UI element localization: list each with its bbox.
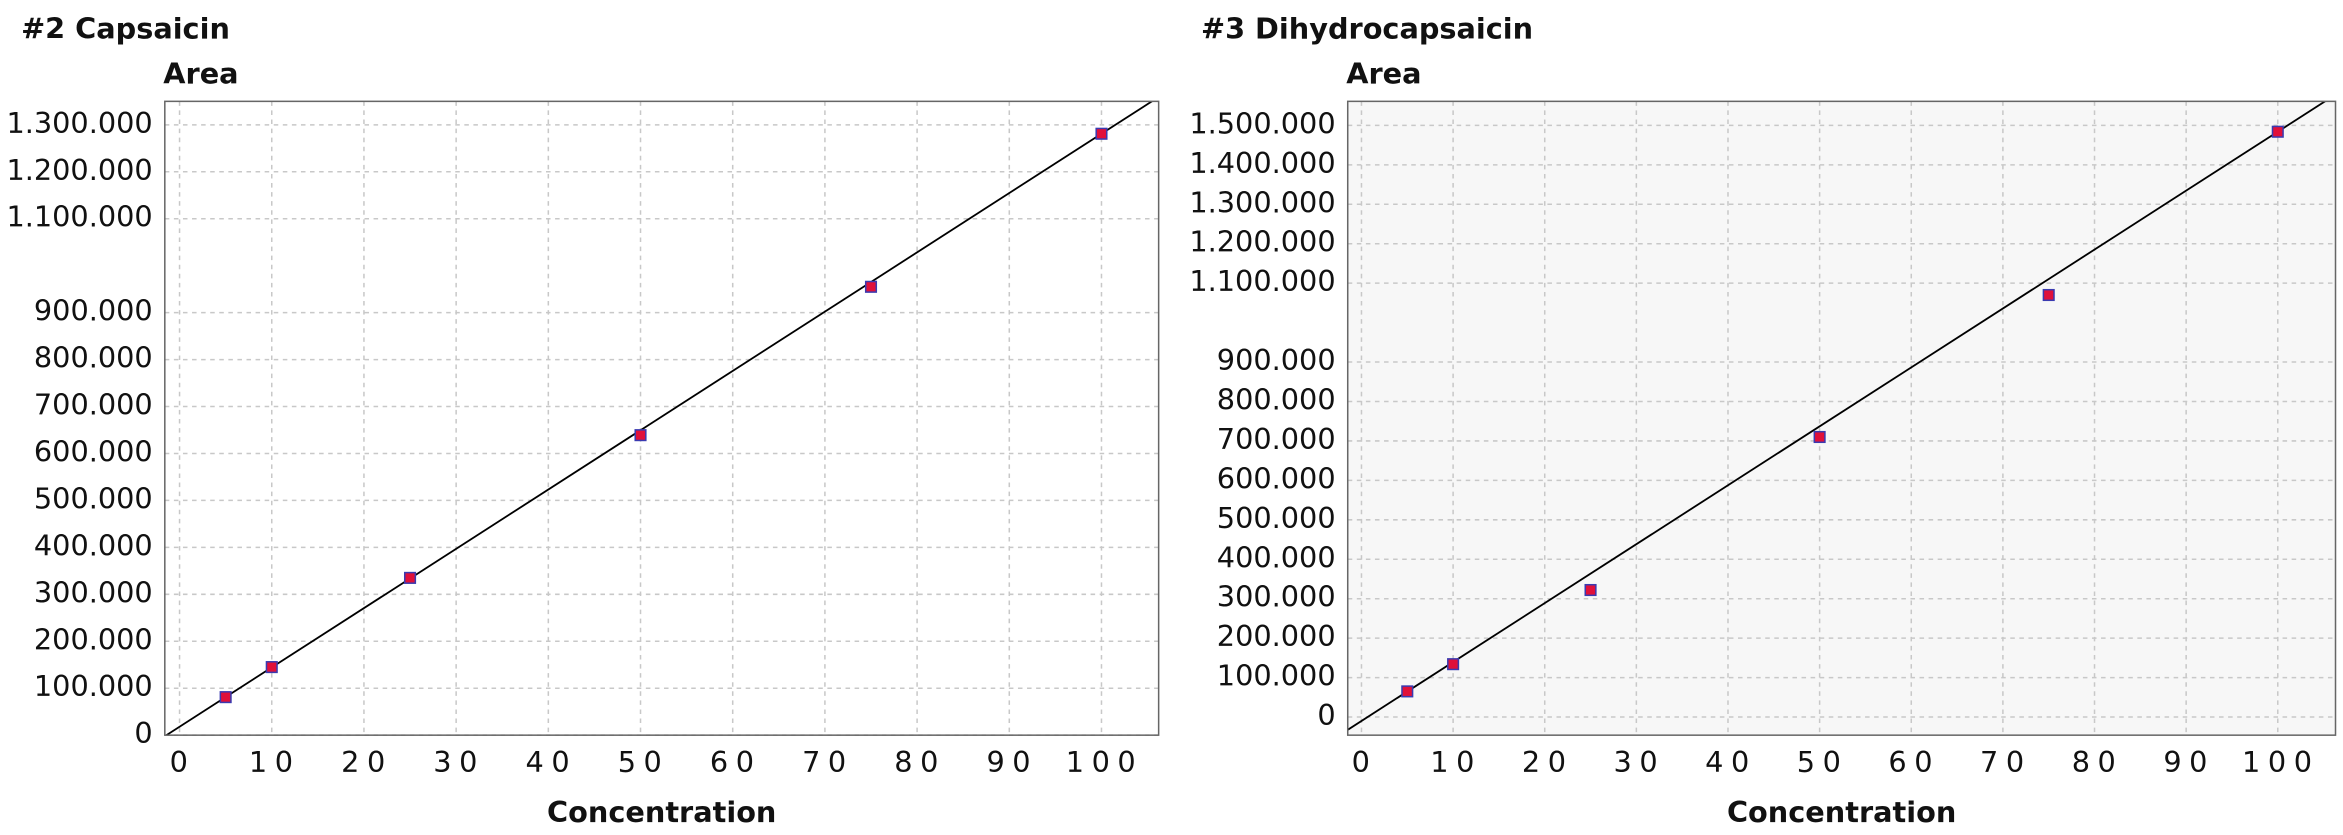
y-tick-label: 1.300.000: [1189, 185, 1335, 219]
x-tick-label: 70: [802, 745, 854, 779]
x-tick-label: 60: [710, 745, 762, 779]
x-tick-label: 30: [433, 745, 485, 779]
y-tick-label: 500.000: [1217, 501, 1336, 535]
y-tick-label: 900.000: [34, 294, 153, 328]
y-tick-label: 800.000: [1217, 382, 1336, 416]
y-tick-label: 700.000: [1217, 422, 1336, 456]
y-tick-label: 100.000: [1217, 659, 1336, 693]
y-tick-label: 200.000: [1217, 619, 1336, 653]
x-tick-label: 80: [894, 745, 946, 779]
x-tick-label: 40: [526, 745, 578, 779]
data-point: [1447, 658, 1460, 671]
x-tick-label: 100: [2242, 745, 2320, 779]
x-tick-label: 80: [2072, 745, 2124, 779]
x-tick-label: 70: [1980, 745, 2032, 779]
x-tick-label: 0: [1352, 745, 1378, 779]
y-tick-label: 100.000: [34, 669, 153, 703]
y-tick-label: 900.000: [1217, 343, 1336, 377]
x-tick-label: 30: [1614, 745, 1666, 779]
data-point: [219, 691, 232, 704]
x-tick-label: 40: [1705, 745, 1757, 779]
chart: 0 100.000 200.000 300.000 400.000 500.000 600.…: [6, 11, 1160, 829]
y-tick-label: 500.000: [34, 481, 153, 515]
y-tick-label: 1.100.000: [6, 200, 152, 234]
y-tick-label: 800.000: [34, 341, 153, 375]
x-tick-label: 20: [341, 745, 393, 779]
trendline: [1347, 101, 2327, 731]
x-tick-label: 10: [1430, 745, 1482, 779]
x-tick-label: 100: [1066, 745, 1144, 779]
data-point: [1401, 685, 1414, 698]
chart: 0 100.000 200.000 300.000 400.000 500.000 600.…: [1189, 11, 2337, 829]
y-tick-label: 300.000: [1217, 580, 1336, 614]
x-tick-label: 0: [170, 745, 196, 779]
y-tick-label: 1.200.000: [1189, 225, 1335, 259]
chart-title: #3 Dihydrocapsaicin: [1201, 11, 1533, 45]
plot-frame: [164, 100, 1160, 736]
y-tick-label: 1.400.000: [1189, 146, 1335, 180]
x-tick-label: 20: [1522, 745, 1574, 779]
data-point: [1584, 583, 1597, 597]
plot-frame: [1346, 100, 2337, 736]
y-tick-label: 400.000: [34, 528, 153, 562]
y-tick-label: 300.000: [34, 575, 153, 609]
data-point: [1095, 127, 1108, 140]
y-axis-label: Area: [1346, 57, 1421, 91]
x-axis-label: Concentration: [1727, 795, 1956, 829]
y-tick-label: 400.000: [1217, 540, 1336, 574]
x-axis-label: Concentration: [547, 795, 776, 829]
x-tick-label: 50: [618, 745, 670, 779]
y-tick-label: 1.200.000: [6, 153, 152, 187]
y-tick-label: 1.500.000: [1189, 106, 1335, 140]
y-tick-label: 600.000: [1217, 461, 1336, 495]
x-tick-label: 90: [2163, 745, 2215, 779]
y-tick-label: 200.000: [34, 622, 153, 656]
data-point: [1813, 430, 1826, 444]
x-tick-label: 90: [986, 745, 1038, 779]
plot-background: [1347, 101, 2336, 736]
y-axis-label: Area: [163, 57, 238, 91]
data-point: [2271, 125, 2284, 138]
y-tick-label: 1.100.000: [1189, 264, 1335, 298]
y-tick-label: 0: [1317, 698, 1335, 732]
trendline: [164, 101, 1154, 736]
y-tick-label: 0: [134, 716, 152, 750]
x-tick-label: 60: [1888, 745, 1940, 779]
x-tick-label: 10: [249, 745, 301, 779]
data-point: [864, 280, 878, 293]
data-point: [403, 571, 417, 584]
data-point: [634, 429, 647, 442]
y-tick-label: 1.300.000: [6, 106, 152, 140]
x-tick-label: 50: [1797, 745, 1849, 779]
data-point: [265, 661, 278, 674]
y-tick-label: 600.000: [34, 434, 153, 468]
y-tick-label: 700.000: [34, 388, 153, 422]
data-point: [2042, 288, 2055, 302]
chart-title: #2 Capsaicin: [21, 11, 230, 45]
